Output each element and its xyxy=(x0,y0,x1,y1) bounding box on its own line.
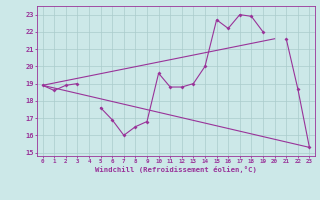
X-axis label: Windchill (Refroidissement éolien,°C): Windchill (Refroidissement éolien,°C) xyxy=(95,166,257,173)
